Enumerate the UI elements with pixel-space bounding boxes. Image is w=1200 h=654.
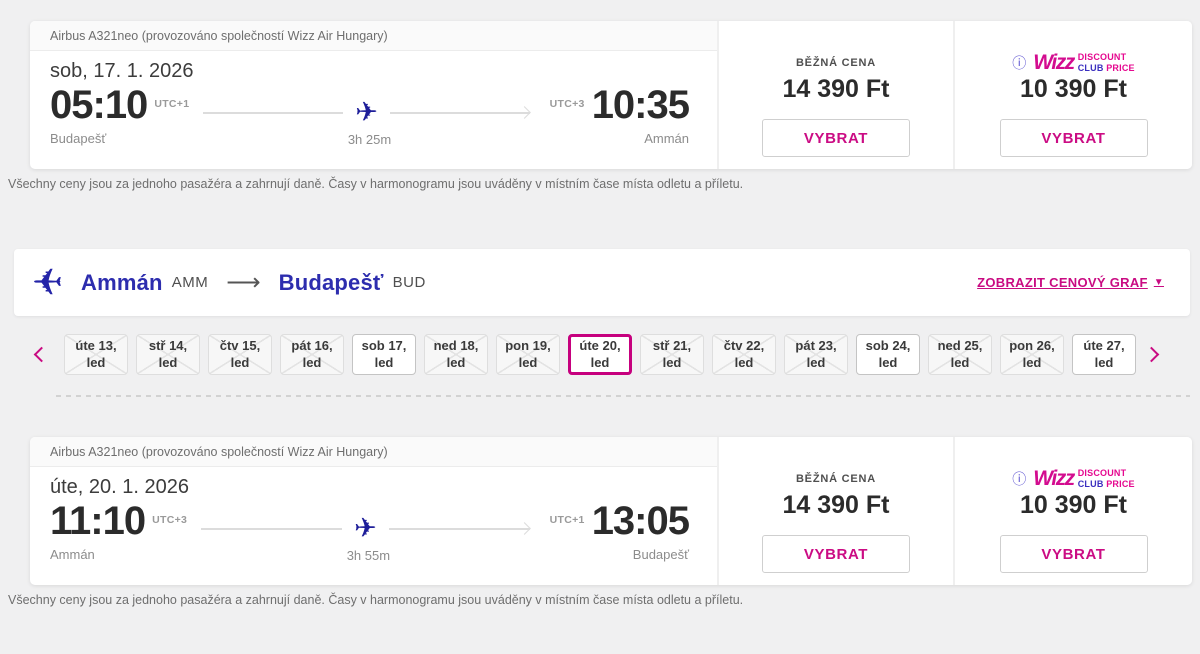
info-icon[interactable]: ⓘ xyxy=(1012,470,1027,487)
date-tab[interactable]: pát 23, led xyxy=(784,334,848,375)
arrival-timezone: UTC+1 xyxy=(549,514,585,526)
date-tab[interactable]: stř 21, led xyxy=(640,334,704,375)
departure-time: 05:10 xyxy=(50,83,148,127)
caret-down-icon: ▼ xyxy=(1153,277,1164,288)
select-club-button[interactable]: VYBRAT xyxy=(999,119,1148,157)
arrival-time: 13:05 xyxy=(591,499,690,543)
regular-price-label: BĚŽNÁ CENA xyxy=(795,472,877,485)
route-arrow-icon: ⟶ xyxy=(226,268,261,296)
price-disclaimer: Všechny ceny jsou za jednoho pasažéra a … xyxy=(8,177,744,191)
flight-path: ✈ 3h 25m xyxy=(203,85,535,147)
arrival-block: UTC+3 10:35 Ammán xyxy=(549,83,690,146)
select-regular-button[interactable]: VYBRAT xyxy=(762,119,910,157)
price-disclaimer: Všechny ceny jsou za jednoho pasažéra a … xyxy=(8,593,744,607)
flight-line-left xyxy=(201,528,343,530)
route-from-code: AMM xyxy=(171,274,209,291)
club-price-amount: 10 390 Ft xyxy=(1019,491,1127,519)
departure-city: Ammán xyxy=(50,546,95,562)
wizz-discount-club-logo: ⓘ Wizz DISCOUNT CLUB PRICE xyxy=(1012,51,1135,74)
inbound-flight-card: Airbus A321neo (provozováno společností … xyxy=(30,437,1192,585)
departure-block: 05:10 UTC+1 Budapešť xyxy=(50,85,189,146)
club-price-amount: 10 390 Ft xyxy=(1019,75,1127,103)
flight-line-right xyxy=(389,112,530,114)
date-tab[interactable]: úte 27, led xyxy=(1072,334,1136,375)
date-tab[interactable]: úte 20, led xyxy=(568,334,632,375)
aircraft-info: Airbus A321neo (provozováno společností … xyxy=(30,21,717,51)
regular-price-panel: BĚŽNÁ CENA 14 390 Ft VYBRAT xyxy=(717,437,953,585)
date-tab[interactable]: čtv 22, led xyxy=(712,334,776,375)
outbound-flight-details: Airbus A321neo (provozováno společností … xyxy=(30,21,717,169)
arrival-timezone: UTC+3 xyxy=(549,98,585,110)
date-tab[interactable]: ned 25, led xyxy=(928,334,992,375)
wizz-brand-logo: Wizz xyxy=(1033,51,1075,74)
airplane-left-icon: ✈ xyxy=(32,261,64,303)
select-regular-button[interactable]: VYBRAT xyxy=(762,535,910,573)
departure-time: 11:10 xyxy=(50,499,146,543)
inbound-flight-details: Airbus A321neo (provozováno společností … xyxy=(30,437,717,585)
airplane-icon: ✈ xyxy=(354,513,377,543)
flight-line-right xyxy=(388,528,530,530)
club-price-panel: ⓘ Wizz DISCOUNT CLUB PRICE 10 390 Ft VYB… xyxy=(953,437,1192,585)
info-icon[interactable]: ⓘ xyxy=(1012,54,1027,71)
return-route-bar: ✈ Ammán AMM ⟶ Budapešť BUD ZOBRAZIT CENO… xyxy=(14,249,1190,316)
arrival-city: Ammán xyxy=(644,130,689,146)
show-price-graph-link[interactable]: ZOBRAZIT CENOVÝ GRAF ▼ xyxy=(977,275,1164,290)
previous-dates-chevron[interactable] xyxy=(33,346,50,363)
discount-club-badge: DISCOUNT CLUB PRICE xyxy=(1077,468,1135,489)
next-dates-chevron[interactable] xyxy=(1143,346,1160,363)
flight-date: úte, 20. 1. 2026 xyxy=(50,476,190,498)
date-tab[interactable]: sob 17, led xyxy=(352,334,416,375)
dashed-separator xyxy=(56,395,1190,397)
outbound-schedule: sob, 17. 1. 2026 05:10 UTC+1 Budapešť ✈ xyxy=(30,51,717,169)
arrival-block: UTC+1 13:05 Budapešť xyxy=(549,499,690,562)
discount-club-badge: DISCOUNT CLUB PRICE xyxy=(1077,52,1135,73)
date-tab[interactable]: sob 24, led xyxy=(856,334,920,375)
airplane-icon: ✈ xyxy=(355,97,378,127)
route-to-city: Budapešť xyxy=(278,269,384,295)
outbound-flight-card: Airbus A321neo (provozováno společností … xyxy=(30,21,1192,169)
date-tab[interactable]: úte 13, led xyxy=(64,334,128,375)
regular-price-amount: 14 390 Ft xyxy=(782,75,890,103)
date-tab[interactable]: pát 16, led xyxy=(280,334,344,375)
date-picker-strip: úte 13, led stř 14, led čtv 15, led pát 16, led… xyxy=(33,334,1200,375)
regular-price-panel: BĚŽNÁ CENA 14 390 Ft VYBRAT xyxy=(717,21,953,169)
club-price-panel: ⓘ Wizz DISCOUNT CLUB PRICE 10 390 Ft VYB… xyxy=(953,21,1192,169)
flight-timeline: 05:10 UTC+1 Budapešť ✈ 3h 25m UTC+3 xyxy=(50,83,690,147)
date-tab[interactable]: stř 14, led xyxy=(136,334,200,375)
date-tab[interactable]: pon 26, led xyxy=(1000,334,1064,375)
regular-price-label: BĚŽNÁ CENA xyxy=(795,56,877,69)
departure-block: 11:10 UTC+3 Ammán xyxy=(50,501,187,562)
route-from-city: Ammán xyxy=(81,269,163,295)
date-tab[interactable]: pon 19, led xyxy=(496,334,560,375)
route-to-code: BUD xyxy=(392,274,426,291)
flight-line-left xyxy=(203,112,344,114)
date-tabs: úte 13, led stř 14, led čtv 15, led pát 16, led… xyxy=(64,334,1136,375)
flight-path: ✈ 3h 55m xyxy=(201,501,535,563)
flight-duration: 3h 25m xyxy=(347,131,392,147)
date-tab[interactable]: ned 18, led xyxy=(424,334,488,375)
regular-price-amount: 14 390 Ft xyxy=(782,491,890,519)
wizz-brand-logo: Wizz xyxy=(1033,467,1075,490)
flight-timeline: 11:10 UTC+3 Ammán ✈ 3h 55m UTC+1 xyxy=(50,499,690,563)
select-club-button[interactable]: VYBRAT xyxy=(999,535,1148,573)
arrival-time: 10:35 xyxy=(591,83,690,127)
departure-city: Budapešť xyxy=(50,130,107,146)
departure-timezone: UTC+1 xyxy=(154,98,190,110)
departure-timezone: UTC+3 xyxy=(152,514,188,526)
aircraft-info: Airbus A321neo (provozováno společností … xyxy=(30,437,717,467)
flight-duration: 3h 55m xyxy=(346,547,391,563)
arrival-city: Budapešť xyxy=(632,546,689,562)
inbound-schedule: úte, 20. 1. 2026 11:10 UTC+3 Ammán ✈ 3h xyxy=(30,467,717,585)
date-tab[interactable]: čtv 15, led xyxy=(208,334,272,375)
wizz-discount-club-logo: ⓘ Wizz DISCOUNT CLUB PRICE xyxy=(1012,467,1135,490)
flight-date: sob, 17. 1. 2026 xyxy=(50,60,194,82)
